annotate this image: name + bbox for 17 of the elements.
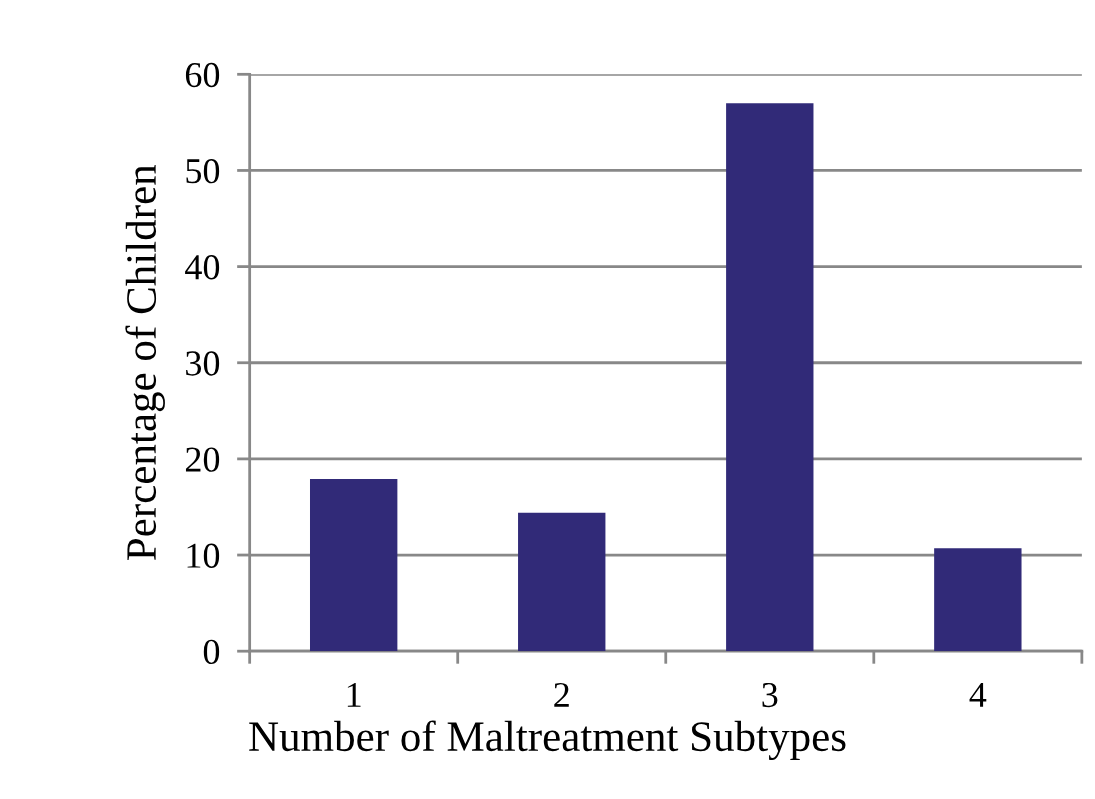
y-tick-label: 10 <box>187 543 220 568</box>
y-tick-label: 30 <box>186 351 220 376</box>
bar <box>726 103 814 652</box>
y-axis-title: Percentage of Children <box>125 164 165 560</box>
x-tick-label: 2 <box>554 682 569 707</box>
y-tick-label: 40 <box>185 255 220 280</box>
x-axis-title: Number of Maltreatment Subtypes <box>249 720 846 761</box>
y-tick-label: 20 <box>185 447 220 472</box>
y-tick-label: 60 <box>185 62 220 88</box>
x-tick-label: 3 <box>762 682 778 708</box>
y-tick-label: 50 <box>186 158 220 184</box>
bar <box>309 479 398 652</box>
bar <box>518 512 606 652</box>
bar <box>934 548 1022 652</box>
y-tick-label: 0 <box>203 639 220 665</box>
x-tick-label: 4 <box>969 683 987 707</box>
x-tick-label: 1 <box>347 682 361 707</box>
